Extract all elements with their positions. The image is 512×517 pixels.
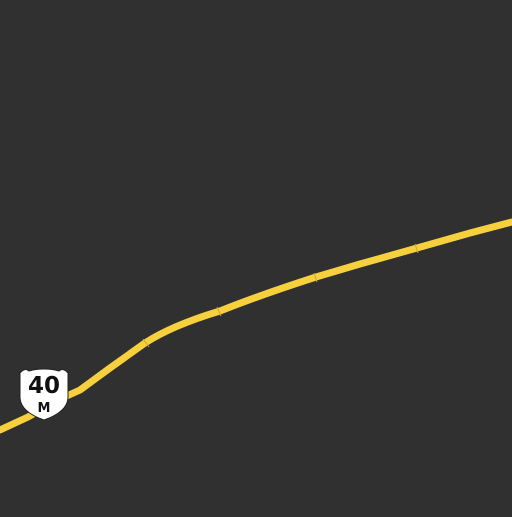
road-segment-ticks	[142, 243, 419, 348]
road-segment-tick	[414, 243, 419, 254]
shield-shape	[19, 368, 69, 421]
road-segment-tick	[142, 338, 150, 348]
road-segment-tick	[313, 272, 318, 283]
highway-shield-icon[interactable]: 40 M	[19, 368, 69, 421]
shield-route-suffix: M	[38, 401, 51, 416]
highway-road[interactable]	[0, 218, 512, 434]
shield-route-number: 40	[28, 373, 60, 399]
road-segment-tick	[216, 306, 222, 317]
